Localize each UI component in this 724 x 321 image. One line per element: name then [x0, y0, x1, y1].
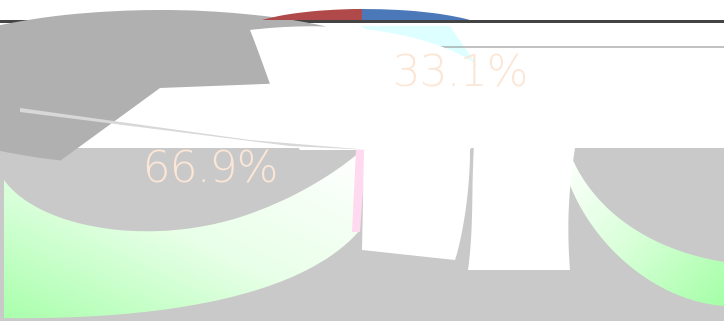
- pink-edge: [352, 150, 366, 232]
- white-curve: [468, 120, 575, 270]
- top-cap-red: [262, 9, 362, 20]
- pie-slice-2: [250, 26, 486, 150]
- pie-data-label-2: 33.1%: [393, 46, 528, 97]
- top-cap-blue: [362, 9, 470, 20]
- left-green-sweep: [4, 150, 362, 319]
- top-line: [0, 20, 724, 23]
- white-cutout: [362, 150, 470, 260]
- pie-slices: [0, 10, 486, 161]
- pie-caps: [262, 9, 470, 20]
- pie-labels: 66.9% 33.1%: [143, 46, 529, 193]
- right-green-sweep: [568, 148, 724, 306]
- pie-data-label-1: 66.9%: [143, 142, 278, 193]
